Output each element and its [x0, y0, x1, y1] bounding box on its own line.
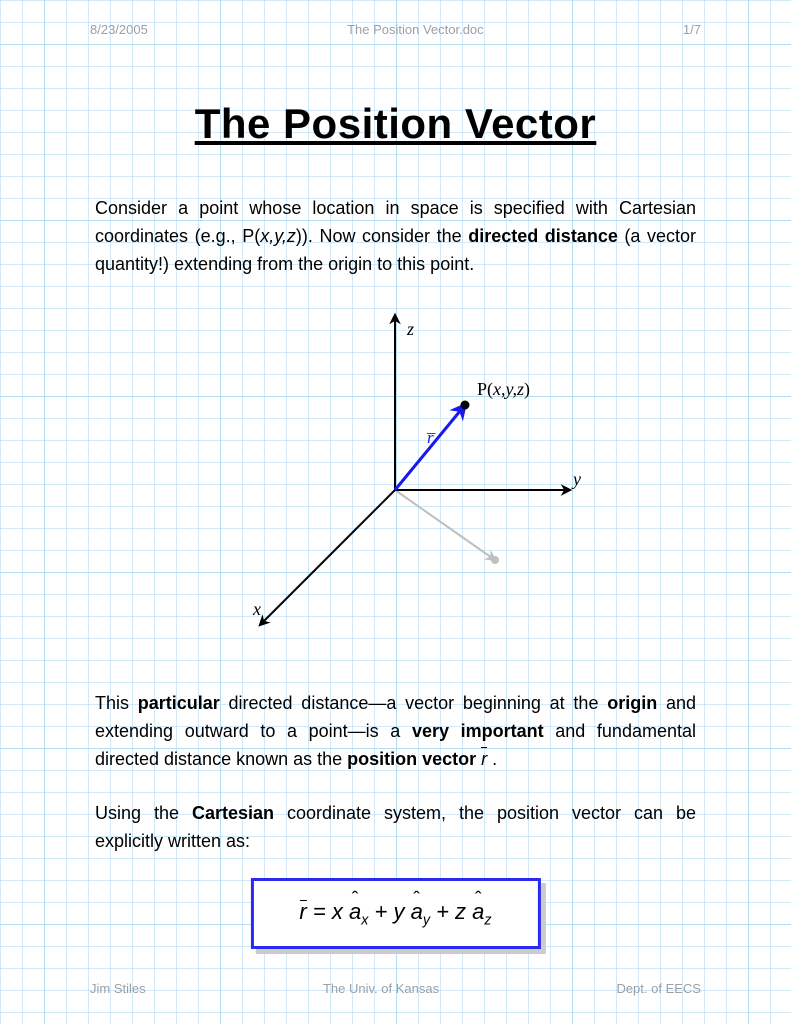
p2-a: This — [95, 693, 138, 713]
header-date: 8/23/2005 — [90, 22, 148, 37]
x-axis-label: x — [252, 599, 261, 619]
header-docname: The Position Vector.doc — [347, 22, 484, 37]
p1-coords: x,y,z — [260, 226, 296, 246]
position-vector-formula: r = x ax + y ay + z az — [250, 878, 540, 949]
paragraph-2: This particular directed distance—a vect… — [95, 690, 696, 774]
formula-x: x — [332, 899, 349, 924]
document-page: 8/23/2005 The Position Vector.doc 1/7 Th… — [0, 0, 791, 1024]
p2-bold-origin: origin — [607, 693, 657, 713]
p2-bold-particular: particular — [138, 693, 220, 713]
position-vector-diagram: z y x r̅ P(x,y,z) — [165, 295, 625, 685]
point-p-dot — [461, 401, 470, 410]
formula-ay-hat: a — [411, 899, 423, 924]
shadow-projection-dot — [491, 556, 499, 564]
p3-a: Using the — [95, 803, 192, 823]
header-page-number: 1/7 — [683, 22, 701, 37]
formula-ax-hat: a — [349, 899, 361, 924]
p1-bold-directed-distance: directed distance — [468, 226, 618, 246]
formula-y: y — [393, 899, 410, 924]
formula-az-sub: z — [484, 912, 491, 928]
p1-text-b: )). Now consider the — [296, 226, 468, 246]
footer-department: Dept. of EECS — [616, 981, 701, 996]
paragraph-1: Consider a point whose location in space… — [95, 195, 696, 279]
y-axis-label: y — [571, 469, 581, 489]
formula-eq: = — [307, 899, 332, 924]
formula-plus2: + — [430, 899, 455, 924]
page-footer: Jim Stiles The Univ. of Kansas Dept. of … — [0, 981, 791, 996]
formula-plus1: + — [368, 899, 393, 924]
p2-i: . — [487, 749, 497, 769]
p3-bold-cartesian: Cartesian — [192, 803, 274, 823]
paragraph-3: Using the Cartesian coordinate system, t… — [95, 800, 696, 856]
x-axis — [260, 490, 395, 625]
formula-az-hat: a — [472, 899, 484, 924]
shadow-projection-line — [395, 490, 495, 560]
p2-bold-very-important: very important — [412, 721, 544, 741]
page-title: The Position Vector — [0, 100, 791, 148]
formula-z: z — [455, 899, 472, 924]
footer-institution: The Univ. of Kansas — [323, 981, 439, 996]
formula-box-container: r = x ax + y ay + z az — [250, 878, 540, 949]
p2-bold-position-vector: position vector — [347, 749, 481, 769]
formula-ay-sub: y — [423, 912, 430, 928]
p2-c: directed distance—a vector beginning at … — [220, 693, 607, 713]
vector-r-label: r̅ — [426, 428, 436, 447]
footer-author: Jim Stiles — [90, 981, 146, 996]
z-axis-label: z — [406, 319, 414, 339]
position-vector-r — [395, 405, 465, 490]
p2-r-bar: r — [481, 746, 487, 774]
page-header: 8/23/2005 The Position Vector.doc 1/7 — [0, 22, 791, 37]
formula-r-bar: r — [299, 899, 306, 925]
formula-ax-sub: x — [361, 912, 368, 928]
point-p-label: P(x,y,z) — [477, 379, 530, 400]
